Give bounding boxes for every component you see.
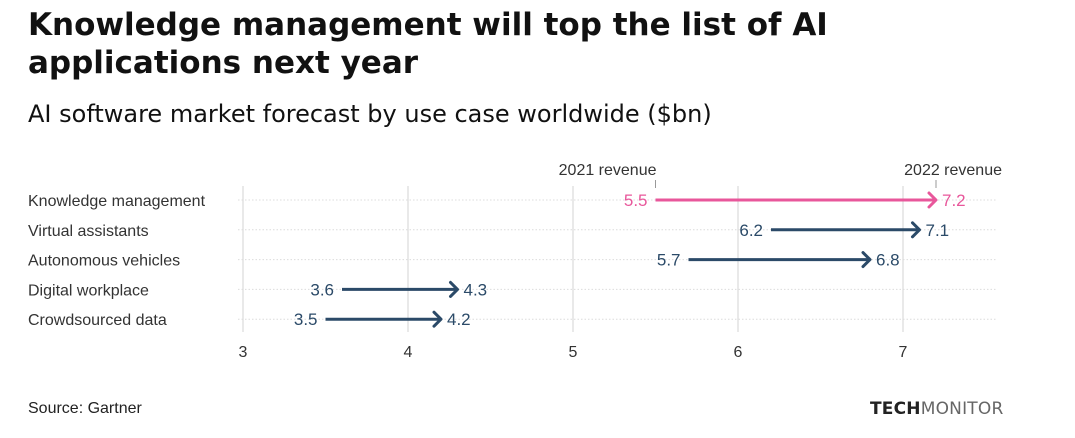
series-label-2022: 2022 revenue <box>904 162 1002 179</box>
logo-bold: TECH <box>870 399 921 419</box>
value-label-2022: 7.2 <box>942 191 966 210</box>
value-label-2022: 6.8 <box>876 251 900 270</box>
logo-light: MONITOR <box>920 399 1004 419</box>
category-label: Autonomous vehicles <box>28 253 180 270</box>
value-label-2022: 7.1 <box>926 221 950 240</box>
source-note: Source: Gartner <box>28 400 142 417</box>
value-label-2021: 3.5 <box>294 310 318 329</box>
category-label: Knowledge management <box>28 193 206 210</box>
arrowhead <box>449 280 459 298</box>
value-label-2021: 5.5 <box>624 191 648 210</box>
value-label-2021: 3.6 <box>310 280 334 299</box>
value-label-2021: 6.2 <box>739 221 763 240</box>
series-label-2021: 2021 revenue <box>559 162 657 179</box>
tech-monitor-logo: TECHMONITOR <box>870 399 1003 419</box>
category-label: Virtual assistants <box>28 223 149 240</box>
x-tick-label: 4 <box>404 344 413 361</box>
x-tick-label: 5 <box>569 344 578 361</box>
arrowhead <box>927 191 938 209</box>
chart-subtitle: AI software market forecast by use case … <box>28 100 712 128</box>
arrowhead <box>432 310 443 328</box>
arrowhead <box>861 251 872 269</box>
value-label-2022: 4.2 <box>447 310 471 329</box>
category-label: Digital workplace <box>28 282 149 299</box>
chart-title: Knowledge management will top the list o… <box>28 7 828 81</box>
x-tick-label: 7 <box>899 344 908 361</box>
x-tick-label: 3 <box>239 344 248 361</box>
arrowhead <box>911 221 921 239</box>
value-label-2021: 5.7 <box>657 251 681 270</box>
x-tick-label: 6 <box>734 344 743 361</box>
category-label: Crowdsourced data <box>28 312 167 329</box>
value-label-2022: 4.3 <box>464 280 488 299</box>
